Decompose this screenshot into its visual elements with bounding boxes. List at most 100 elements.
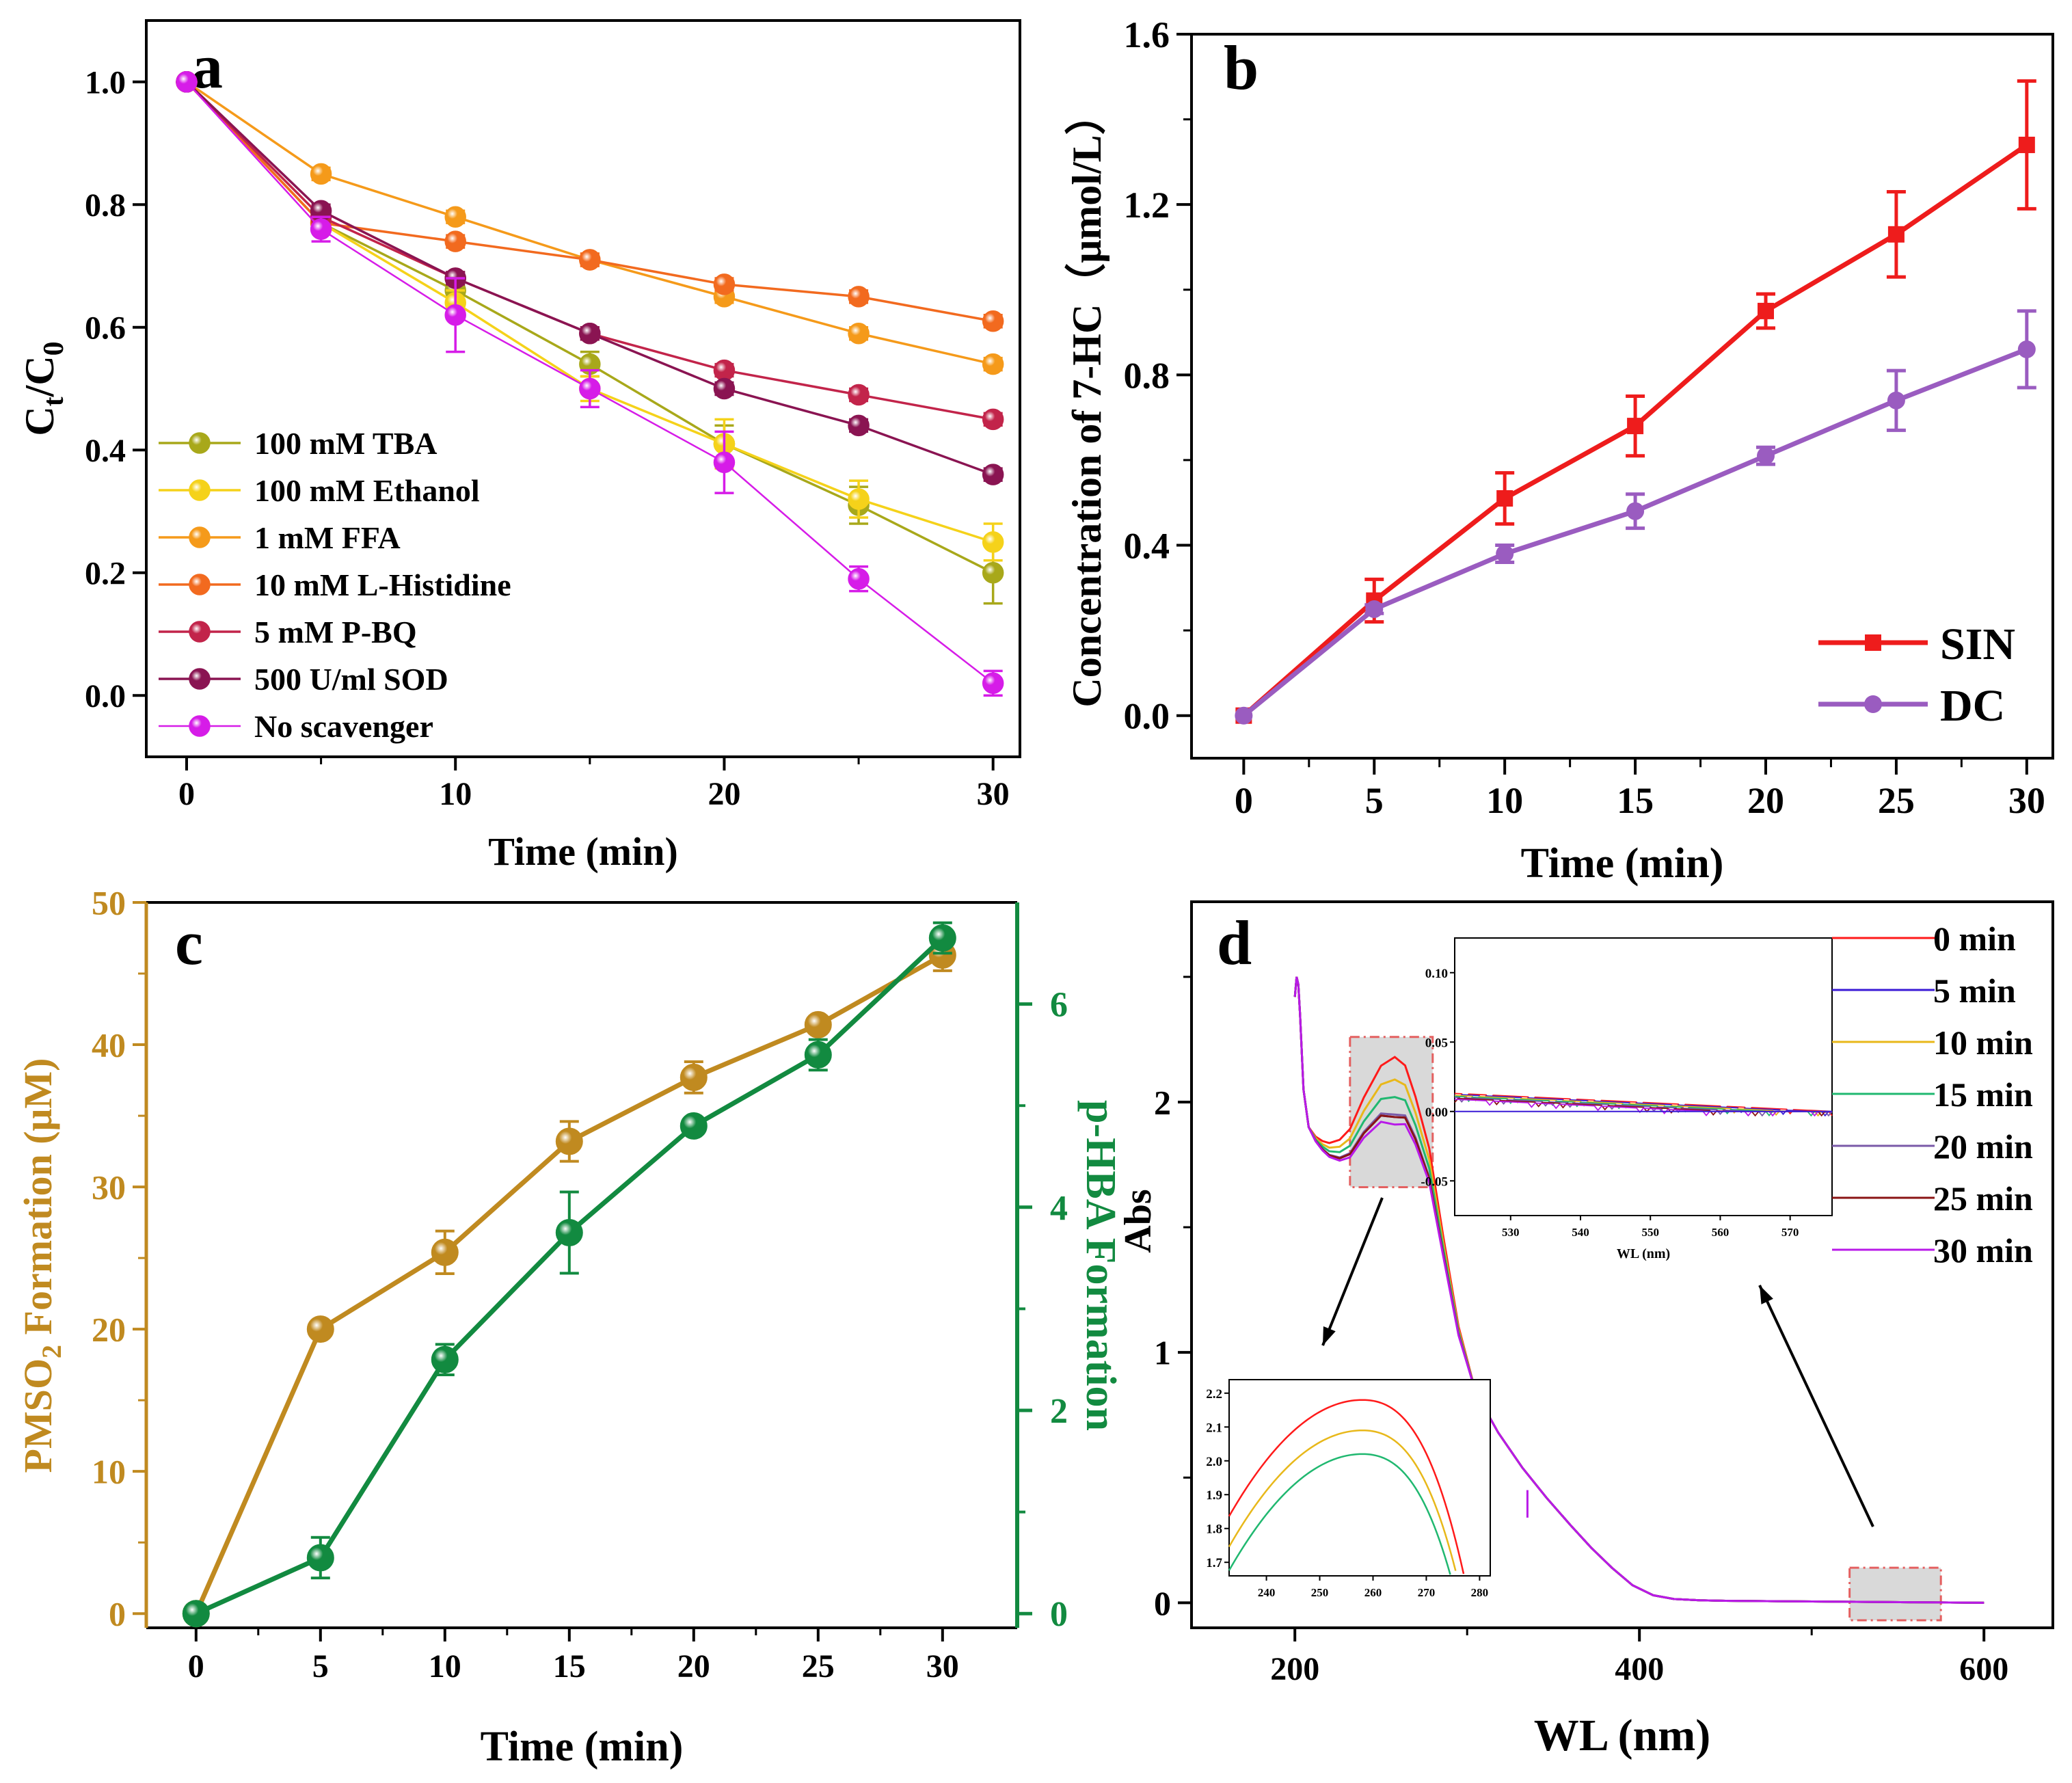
panel-label: d [1217, 908, 1252, 978]
y-tick-label: 0.8 [85, 187, 126, 224]
y-tick-label: 0.4 [1124, 525, 1170, 566]
inset-y-tick-label: 0.10 [1425, 967, 1448, 981]
inset-x-tick-label: 250 [1311, 1586, 1329, 1599]
data-point [982, 562, 1004, 584]
legend-marker [189, 621, 211, 643]
legend-marker [189, 668, 211, 690]
x-tick-label: 30 [977, 776, 1010, 812]
data-point [444, 206, 466, 228]
legend-label: 5 mM P-BQ [254, 615, 417, 649]
legend-marker [189, 479, 211, 501]
x-tick-label: 20 [677, 1648, 710, 1685]
x-tick-label: 10 [439, 776, 472, 812]
data-point [1887, 226, 1905, 243]
x-axis-title: Time (min) [1521, 840, 1724, 887]
plot-frame [1190, 33, 2054, 760]
data-point [848, 488, 870, 510]
data-point [804, 1010, 832, 1038]
y-axis-title-part: /C [17, 356, 62, 397]
data-point [176, 71, 198, 93]
data-point [713, 273, 736, 295]
legend-label: 20 min [1933, 1127, 2033, 1166]
data-point [579, 249, 601, 271]
y-tick-label: 0.8 [1124, 355, 1170, 396]
y-axis-title: Ct/C0 [17, 341, 70, 435]
data-point [982, 353, 1004, 375]
x-tick-label: 0 [1235, 780, 1253, 821]
inset-y-tick-label: 2.0 [1206, 1455, 1222, 1469]
panel-d: 200 400 600 0 1 2 WL (nm) Abs d 240 250 260 270 280 1.… [1117, 900, 2054, 1760]
inset-x-tick-label: 560 [1712, 1226, 1730, 1239]
inset-spectrum-line [1454, 1094, 1832, 1117]
data-point [1887, 391, 1905, 410]
y-tick-label-right: 4 [1050, 1189, 1068, 1228]
spectrum-line [1293, 976, 1984, 1604]
legend-label: 25 min [1933, 1179, 2033, 1218]
inset-tail-frame [1454, 937, 1833, 1216]
x-tick-label: 5 [1365, 780, 1384, 821]
legend-marker [1865, 634, 1881, 651]
inset-x-tick-label: 550 [1641, 1226, 1659, 1239]
y-tick-label: 1.6 [1124, 14, 1170, 55]
arrow-to-peak-inset-head [1323, 1326, 1336, 1345]
data-point [982, 531, 1004, 553]
data-point [1757, 446, 1775, 465]
inset-x-axis-title: WL (nm) [1617, 1246, 1670, 1261]
data-point [182, 1600, 210, 1628]
legend-marker [189, 574, 211, 595]
y-axis-title-right: p-HBA Formation [1077, 1100, 1124, 1431]
legend-label: 1 mM FFA [254, 520, 401, 555]
inset-y-tick-label: -0.05 [1421, 1175, 1448, 1189]
series-line [185, 81, 994, 366]
x-tick-label: 400 [1615, 1651, 1664, 1687]
inset-y-tick-label: 2.1 [1206, 1421, 1222, 1435]
plot-frame [145, 19, 1021, 758]
inset-y-tick-label: 2.2 [1206, 1387, 1222, 1402]
x-tick-label: 20 [1747, 780, 1784, 821]
x-tick-label: 10 [1486, 780, 1523, 821]
data-point [680, 1112, 708, 1140]
data-point [310, 218, 332, 240]
panel-label: c [175, 908, 203, 978]
data-point [310, 163, 332, 185]
data-point [555, 1218, 583, 1246]
x-tick-label: 30 [2008, 780, 2045, 821]
inset-y-tick-label: 0.00 [1425, 1105, 1448, 1120]
inset-spectrum-line [1454, 1095, 1832, 1117]
x-axis-title: WL (nm) [1534, 1711, 1711, 1760]
x-tick-label: 30 [926, 1648, 959, 1685]
series-line [185, 81, 993, 323]
inset-y-tick-label: 1.7 [1206, 1556, 1222, 1570]
data-point [444, 304, 466, 326]
legend-label: 15 min [1933, 1075, 2033, 1114]
data-point [579, 322, 601, 345]
data-point [431, 1238, 459, 1266]
data-point [306, 1544, 334, 1572]
y-tick-label: 0 [1154, 1584, 1171, 1622]
inset-spectrum-line [1228, 1453, 1451, 1575]
x-tick-label: 15 [1617, 780, 1654, 821]
arrow-to-tail-inset [1758, 1285, 1874, 1527]
y-axis-title: Abs [1117, 1189, 1159, 1252]
panel-b: 0 5 10 15 20 25 30 0.0 0.4 0.8 1.2 1.6 Time (min) Con… [1064, 14, 2054, 887]
y-axis-title-part: PMSO [16, 1358, 60, 1473]
y-axis-title-part: 2 [36, 1345, 67, 1358]
y-tick-label-left: 30 [92, 1168, 126, 1207]
data-point [848, 286, 870, 308]
zoom-box-tail [1848, 1566, 1942, 1622]
x-tick-label: 20 [708, 776, 740, 812]
data-point [1235, 706, 1253, 725]
legend-label: 100 mM Ethanol [254, 473, 480, 508]
data-point [848, 322, 870, 345]
arrow-to-tail-inset-head [1760, 1285, 1773, 1304]
data-point [1758, 302, 1774, 319]
x-tick-label: 200 [1270, 1651, 1319, 1687]
data-point [982, 310, 1004, 332]
legend-label: 10 mM L-Histidine [254, 567, 511, 602]
inset-spectrum-line [1228, 1429, 1457, 1571]
x-tick-label: 0 [188, 1648, 204, 1685]
y-axis-title-part: C [17, 406, 62, 435]
x-tick-label: 0 [178, 776, 195, 812]
